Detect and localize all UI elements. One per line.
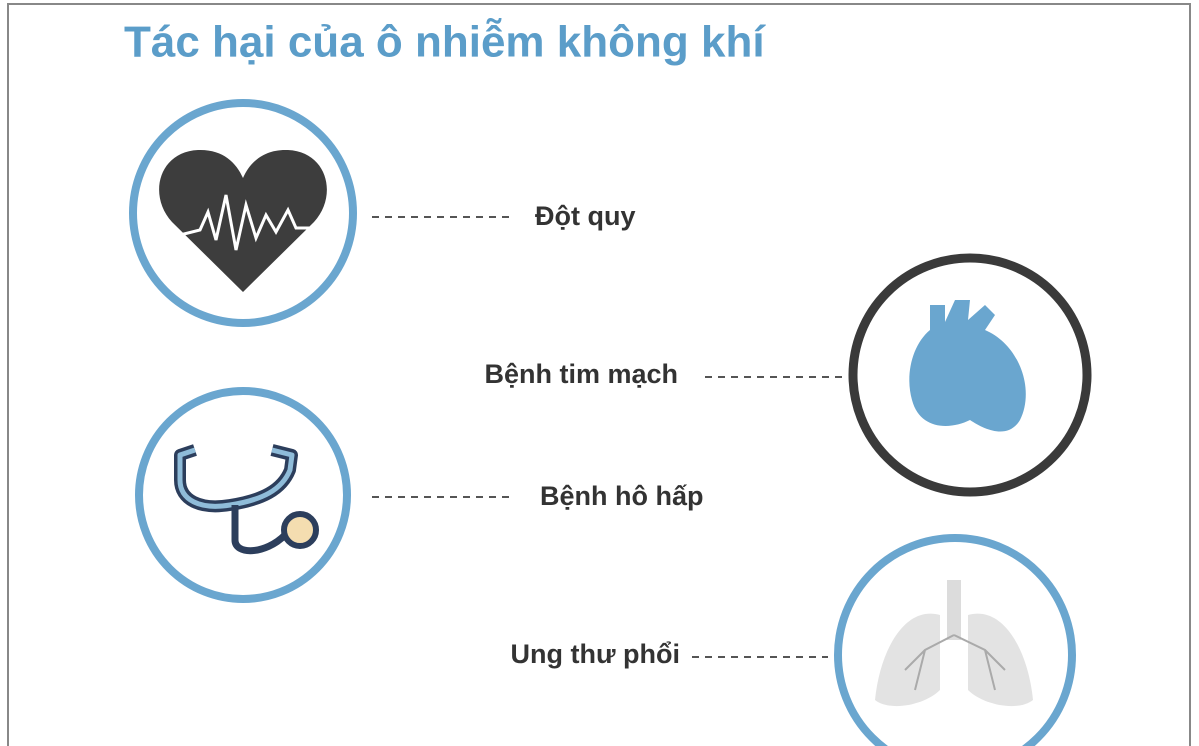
stethoscope-tube [180,450,292,506]
item-label: Bệnh tim mạch [484,359,678,389]
item-label: Bệnh hô hấp [540,481,704,511]
stroke-item: Đột quy [133,103,636,323]
icon-circle [139,391,347,599]
trachea [947,580,961,640]
lung-cancer-item: Ung thư phổi [510,538,1072,746]
respiratory-item: Bệnh hô hấp [139,391,704,599]
infographic: Tác hại của ô nhiễm không khí Đột quy Bệ… [0,0,1199,746]
stethoscope-cord [235,505,285,551]
left-lung [875,614,940,706]
title: Tác hại của ô nhiễm không khí [124,17,766,67]
right-lung [968,614,1033,706]
heart-disease-item: Bệnh tim mạch [484,258,1087,492]
chest-piece [284,514,316,546]
heart-icon [909,300,1025,432]
item-label: Ung thư phổi [510,639,680,669]
item-label: Đột quy [535,201,636,231]
icon-circle [838,538,1072,746]
